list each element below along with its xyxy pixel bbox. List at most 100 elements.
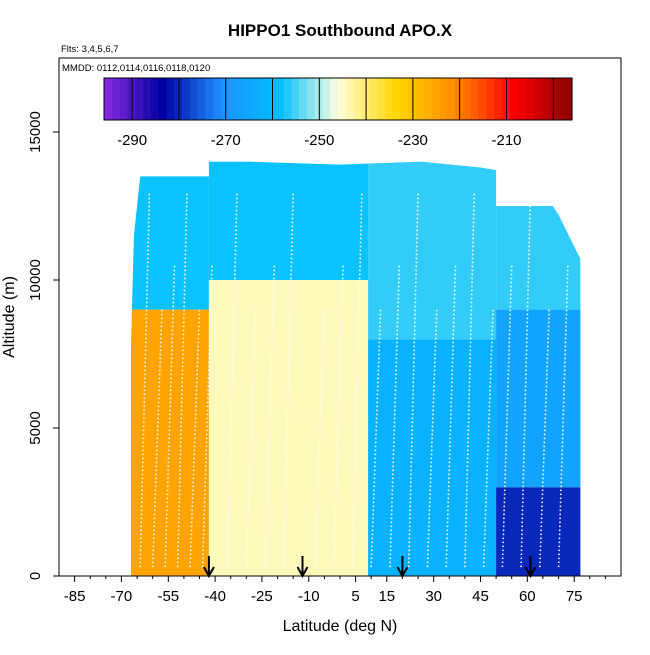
x-tick-label: -10 xyxy=(298,588,320,605)
colorbar-swatch xyxy=(158,78,167,120)
colorbar-tick-label: -230 xyxy=(398,132,428,149)
colorbar-swatch xyxy=(517,78,526,120)
colorbar-swatch xyxy=(197,78,206,120)
profile-arrow-head xyxy=(524,566,537,579)
profile-track xyxy=(520,191,532,568)
colorbar-swatch xyxy=(299,78,308,120)
colorbar-swatch xyxy=(369,78,378,120)
chart-title: HIPPO1 Southbound APO.X xyxy=(228,21,453,40)
colorbar-swatch xyxy=(283,78,292,120)
colorbar-swatch xyxy=(533,78,542,120)
colorbar-swatch xyxy=(540,78,550,120)
profile-track xyxy=(407,191,419,568)
x-axis: -85 -70 -55 -40 -25 -10 5 15 30 45 60 75 xyxy=(64,576,606,605)
y-axis: 0 5000 10000 15000 xyxy=(27,111,59,580)
colorbar-swatch xyxy=(400,78,409,120)
x-tick-label: 60 xyxy=(519,588,536,605)
heatmap-cell xyxy=(496,487,581,576)
y-tick-label: 15000 xyxy=(27,111,44,153)
colorbar-swatch xyxy=(291,78,300,120)
profile-track xyxy=(189,309,201,568)
profile-arrow-head xyxy=(203,566,215,579)
x-tick-label: 75 xyxy=(566,588,583,605)
colorbar-swatch xyxy=(150,78,160,120)
colorbar-swatch xyxy=(564,78,573,120)
colorbar-swatch xyxy=(330,78,339,120)
profile-track xyxy=(464,191,476,568)
colorbar-swatch xyxy=(525,78,534,120)
profile-track xyxy=(351,191,363,568)
colorbar-swatch xyxy=(244,78,253,120)
colorbar-swatch xyxy=(361,78,370,120)
x-tick-label: -85 xyxy=(64,588,86,605)
colorbar: -290 -270 -250 -230 -210 xyxy=(103,77,573,149)
y-tick-label: 0 xyxy=(27,572,44,580)
profile-track xyxy=(226,191,238,568)
colorbar-swatch xyxy=(494,78,503,120)
x-tick-label: 45 xyxy=(472,588,489,605)
colorbar-tick-label: -210 xyxy=(491,132,521,149)
profile-track xyxy=(482,309,494,568)
colorbar-swatch xyxy=(236,78,245,120)
colorbar-swatch xyxy=(384,78,394,120)
profile-track xyxy=(139,191,151,568)
profile-arrow-head xyxy=(296,566,309,579)
colorbar-swatch xyxy=(338,78,347,120)
colorbar-swatch xyxy=(182,78,191,120)
x-tick-label: 30 xyxy=(425,588,442,605)
colorbar-tick-label: -270 xyxy=(211,132,241,149)
heatmap-cell xyxy=(368,161,497,340)
heatmap-cell xyxy=(208,280,369,576)
x-tick-label: 15 xyxy=(378,588,395,605)
colorbar-swatch xyxy=(431,78,440,120)
x-tick-label: -70 xyxy=(111,588,133,605)
colorbar-tick-label: -250 xyxy=(304,132,334,149)
colorbar-swatch xyxy=(423,78,433,120)
colorbar-swatch xyxy=(189,78,199,120)
colorbar-swatch xyxy=(119,78,128,120)
y-tick-label: 5000 xyxy=(27,411,44,444)
heatmap-cell xyxy=(208,161,369,280)
colorbar-swatch xyxy=(509,78,518,120)
colorbar-swatch xyxy=(228,78,238,120)
colorbar-swatch xyxy=(345,78,355,120)
colorbar-swatch xyxy=(306,78,316,120)
colorbar-swatch xyxy=(556,78,565,120)
x-axis-label: Latitude (deg N) xyxy=(283,618,398,635)
colorbar-swatch xyxy=(104,78,113,120)
heatmap-cell xyxy=(496,309,581,488)
colorbar-swatch xyxy=(439,78,448,120)
colorbar-swatch xyxy=(275,78,284,120)
profile-arrows xyxy=(203,556,537,579)
y-tick-label: 10000 xyxy=(27,259,44,301)
heatmap-cell xyxy=(368,339,497,576)
colorbar-swatch xyxy=(260,78,269,120)
profile-track xyxy=(151,309,163,568)
colorbar-swatch xyxy=(377,78,386,120)
colorbar-swatch xyxy=(135,78,144,120)
colorbar-swatch xyxy=(416,78,425,120)
colorbar-swatch xyxy=(166,78,175,120)
profile-tracks xyxy=(139,191,569,568)
profile-track xyxy=(314,309,326,568)
flights-label: Flts: 3,4,5,6,7 xyxy=(61,44,119,55)
dates-label: MMDD: 0112,0114,0116,0118,0120 xyxy=(62,63,210,74)
profile-track xyxy=(370,309,382,568)
x-tick-label: -55 xyxy=(157,588,179,605)
y-axis-label: Altitude (m) xyxy=(1,276,18,358)
x-tick-label: -40 xyxy=(204,588,226,605)
profile-track xyxy=(245,309,257,568)
profile-track xyxy=(539,309,550,568)
colorbar-frame xyxy=(103,77,573,121)
colorbar-swatch xyxy=(353,78,362,120)
colorbar-tick-label: -290 xyxy=(117,132,147,149)
profile-track xyxy=(176,191,188,568)
colorbar-swatch xyxy=(462,78,472,120)
colorbar-swatch xyxy=(143,78,152,120)
colorbar-swatch xyxy=(486,78,495,120)
x-tick-label: 5 xyxy=(351,588,359,605)
colorbar-swatch xyxy=(111,78,121,120)
colorbar-swatch xyxy=(205,78,214,120)
colorbar-swatch xyxy=(470,78,479,120)
